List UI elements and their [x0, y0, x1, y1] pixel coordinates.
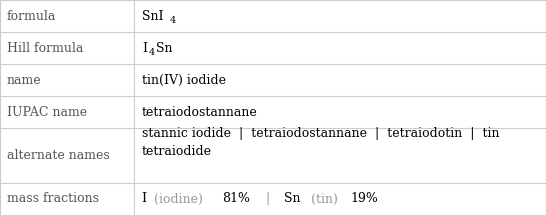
Text: formula: formula [7, 9, 56, 23]
Text: (iodine): (iodine) [153, 192, 206, 206]
Text: alternate names: alternate names [7, 149, 109, 162]
Text: SnI: SnI [142, 9, 163, 23]
Text: stannic iodide  |  tetraiodostannane  |  tetraiodotin  |  tin
tetraiodide: stannic iodide | tetraiodostannane | tet… [142, 127, 500, 158]
Text: I: I [142, 42, 147, 55]
Text: Sn: Sn [284, 192, 305, 206]
Text: I: I [142, 192, 151, 206]
Text: IUPAC name: IUPAC name [7, 106, 87, 119]
Text: mass fractions: mass fractions [7, 192, 98, 206]
Text: Sn: Sn [157, 42, 173, 55]
Text: Hill formula: Hill formula [7, 42, 83, 55]
Text: tin(IV) iodide: tin(IV) iodide [142, 74, 226, 87]
Text: 4: 4 [149, 48, 155, 57]
Text: |: | [258, 192, 278, 206]
Text: tetraiodostannane: tetraiodostannane [142, 106, 258, 119]
Text: name: name [7, 74, 41, 87]
Text: (tin): (tin) [311, 192, 341, 206]
Text: 19%: 19% [351, 192, 378, 206]
Text: 4: 4 [170, 16, 176, 25]
Text: 81%: 81% [222, 192, 250, 206]
